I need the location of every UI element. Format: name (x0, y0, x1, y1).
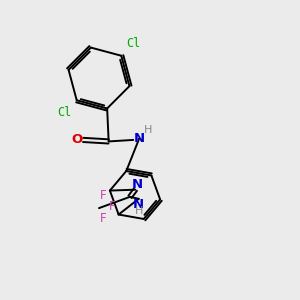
Text: H: H (143, 125, 152, 135)
Text: O: O (71, 134, 82, 146)
Text: H: H (134, 206, 143, 216)
Text: Cl: Cl (126, 37, 141, 50)
Text: F: F (100, 212, 107, 224)
Text: N: N (132, 178, 143, 191)
Text: N: N (134, 132, 145, 145)
Text: F: F (109, 200, 116, 213)
Text: F: F (100, 189, 107, 202)
Text: N: N (133, 198, 144, 211)
Text: Cl: Cl (57, 106, 72, 119)
